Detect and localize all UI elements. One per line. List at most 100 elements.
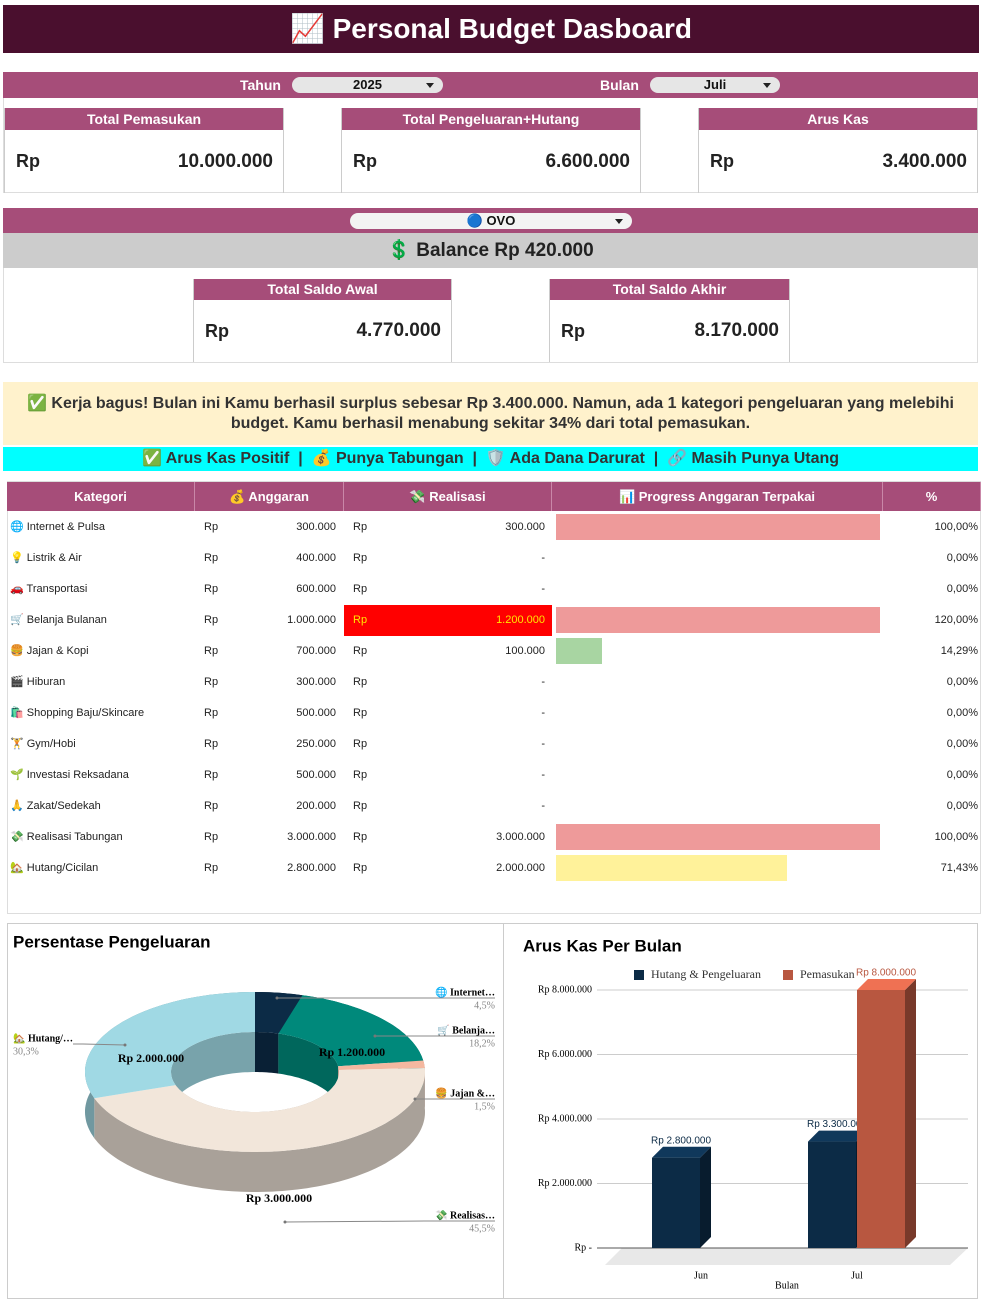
category: 🏋️ Gym/Hobi — [10, 738, 76, 750]
currency: Rp — [353, 583, 368, 595]
message: ✅ Kerja bagus! Bulan ini Kamu berhasil s… — [3, 382, 978, 445]
y-tick-label: Rp 4.000.000 — [538, 1113, 592, 1124]
budget: 1.000.000 — [287, 614, 336, 626]
card: Total Pemasukan Rp 10.000.000 — [4, 108, 284, 193]
progress-bar — [556, 607, 880, 633]
slice — [338, 1060, 425, 1070]
card-value: 3.400.000 — [882, 151, 967, 172]
dropdown-arrow — [763, 83, 771, 88]
leader-dot — [413, 1097, 417, 1101]
floor — [605, 1248, 968, 1265]
budget: 500.000 — [296, 769, 336, 781]
progress-bar — [556, 855, 788, 881]
currency: Rp — [710, 151, 734, 171]
slice-side — [94, 1068, 426, 1192]
progress-cell — [556, 576, 880, 602]
column-header: Kategori — [7, 482, 195, 511]
bar — [808, 1141, 856, 1248]
slice-percent: 45,5% — [469, 1223, 495, 1234]
percent: 120,00% — [934, 614, 978, 626]
currency: Rp — [353, 831, 368, 843]
filter-label: Bulan — [600, 77, 639, 93]
percent: 0,00% — [946, 707, 978, 719]
percent: 0,00% — [946, 552, 978, 564]
currency: Rp — [204, 800, 219, 812]
bar-top — [652, 1146, 711, 1158]
legend-swatch — [783, 970, 793, 980]
slice-amount: Rp 2.000.000 — [118, 1051, 184, 1065]
actual: 100.000 — [505, 645, 545, 657]
bar — [652, 1157, 700, 1248]
leader-line — [82, 1043, 126, 1046]
currency: Rp — [204, 707, 219, 719]
percent: 0,00% — [946, 800, 978, 812]
card-label: Total Saldo Akhir — [550, 279, 789, 300]
progress-cell — [556, 793, 880, 819]
currency: Rp — [353, 614, 368, 626]
dropdown[interactable]: Juli — [650, 77, 780, 93]
column-header: % — [883, 482, 981, 511]
actual: 1.200.000 — [496, 614, 545, 626]
progress-cell — [556, 700, 880, 726]
filter-label: Tahun — [240, 77, 281, 93]
column-header: 📊 Progress Anggaran Terpakai — [552, 482, 883, 511]
currency: Rp — [204, 645, 219, 657]
actual: 3.000.000 — [496, 831, 545, 843]
slice-label: 🍔 Jajan &… — [435, 1086, 495, 1099]
dropdown[interactable]: 2025 — [292, 77, 443, 93]
dropdown[interactable]: 🔵 OVO — [350, 213, 632, 229]
y-tick-label: Rp 8.000.000 — [538, 984, 592, 995]
slice-amount: Rp 3.000.000 — [246, 1191, 312, 1205]
actual: 300.000 — [505, 521, 545, 533]
slice-label: 🛒 Belanja… — [437, 1023, 495, 1036]
budget: 200.000 — [296, 800, 336, 812]
category: 🛒 Belanja Bulanan — [10, 614, 107, 626]
currency: Rp — [353, 676, 368, 688]
table-frame — [7, 481, 981, 914]
card-label: Total Pemasukan — [5, 108, 283, 130]
column-header: 💰 Anggaran — [195, 482, 344, 511]
header-bar: 📈 Personal Budget Dasboard — [3, 5, 979, 53]
category: 🚗 Transportasi — [10, 583, 88, 595]
currency: Rp — [353, 552, 368, 564]
dropdown-arrow — [615, 219, 623, 224]
slice — [255, 992, 303, 1034]
card: Total Saldo Akhir Rp 8.170.000 — [549, 279, 790, 362]
chart-title: Persentase Pengeluaran — [13, 932, 210, 951]
card-value: 8.170.000 — [694, 320, 779, 341]
currency: Rp — [204, 769, 219, 781]
currency: Rp — [353, 707, 368, 719]
leader-dot — [123, 1043, 127, 1047]
percent: 0,00% — [946, 738, 978, 750]
card-value: 6.600.000 — [545, 151, 630, 172]
chart-title: Arus Kas Per Bulan — [523, 936, 682, 955]
progress-cell — [556, 607, 880, 633]
slice-label: 🌐 Internet… — [435, 985, 495, 998]
currency: Rp — [353, 645, 368, 657]
currency: Rp — [204, 552, 219, 564]
slice-inner-side — [171, 1032, 255, 1126]
column-header: 💸 Realisasi — [344, 482, 552, 511]
x-axis-label: Bulan — [775, 1280, 799, 1291]
y-tick-label: Rp - — [575, 1242, 593, 1253]
card-value: 10.000.000 — [177, 151, 273, 172]
currency: Rp — [16, 151, 40, 171]
progress-bar — [556, 638, 603, 664]
category: 🎬 Hiburan — [10, 676, 66, 688]
percent: 14,29% — [940, 645, 978, 657]
category: 💸 Realisasi Tabungan — [10, 831, 123, 843]
bar-top — [808, 1130, 867, 1142]
actual: - — [541, 552, 545, 564]
category: 💡 Listrik & Air — [10, 552, 82, 564]
progress-cell — [556, 545, 880, 571]
budget: 3.000.000 — [287, 831, 336, 843]
percent: 100,00% — [934, 521, 978, 533]
percent: 71,43% — [940, 862, 978, 874]
budget: 250.000 — [296, 738, 336, 750]
budget: 300.000 — [296, 521, 336, 533]
filter-bar — [3, 72, 978, 98]
actual: - — [541, 676, 545, 688]
pie-tops — [85, 992, 426, 1152]
actual: - — [541, 800, 545, 812]
